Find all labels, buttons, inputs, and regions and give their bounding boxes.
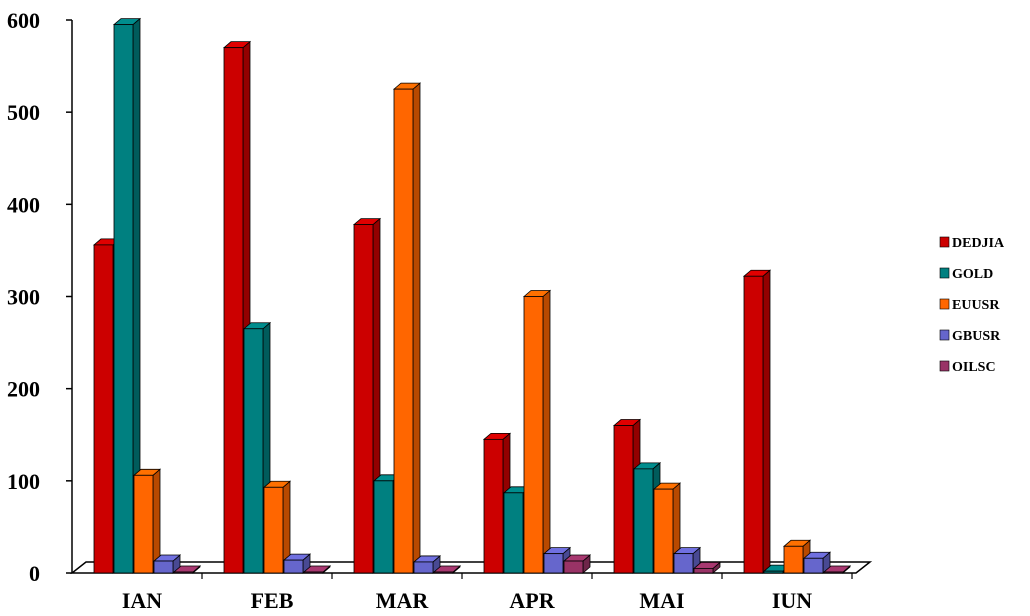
bar-euusr-apr <box>522 289 552 574</box>
bar-front-face <box>133 474 154 574</box>
x-tick-label: IAN <box>122 588 162 613</box>
bar-gold-ian <box>112 17 142 574</box>
bar-front-face <box>263 486 284 574</box>
bar-front-face <box>153 560 174 574</box>
bar-front-face <box>563 560 584 574</box>
bar-oilsc-mar <box>432 565 462 574</box>
bar-front-face <box>613 425 634 574</box>
bar-front-face <box>483 438 504 574</box>
legend-item-dedjia: DEDJIA <box>939 236 1005 251</box>
legend-label: DEDJIA <box>952 236 1005 251</box>
bar-front-face <box>783 545 804 574</box>
legend-swatch <box>939 298 950 310</box>
y-tick-label: 500 <box>7 100 40 125</box>
bar-gbusr-mar <box>412 555 442 574</box>
bar-front-face <box>243 328 264 574</box>
bar-front-face <box>223 47 244 574</box>
y-tick-label: 300 <box>7 285 40 310</box>
y-tick-label: 100 <box>7 469 40 494</box>
bar-front-face <box>433 571 454 574</box>
bar-front-face <box>113 24 134 574</box>
bar-front-face <box>693 567 714 574</box>
bar-front-face <box>173 571 194 574</box>
legend-label: GOLD <box>952 267 993 282</box>
legend-item-gold: GOLD <box>939 267 993 282</box>
legend-swatch <box>939 329 950 341</box>
bar-gbusr-ian <box>152 554 182 574</box>
bar-front-face <box>823 571 844 574</box>
bars-group <box>92 17 853 579</box>
bar-front-face <box>633 468 654 574</box>
bar-side-face <box>542 289 551 574</box>
legend-item-euusr: EUUSR <box>939 298 1000 313</box>
legend-item-oilsc: OILSC <box>939 360 996 375</box>
bar-front-face <box>543 553 564 574</box>
legend-swatch <box>939 360 950 372</box>
bar-front-face <box>393 88 414 574</box>
y-tick-label: 400 <box>7 192 40 217</box>
x-tick-label: MAR <box>376 588 430 613</box>
bar-front-face <box>743 275 764 574</box>
bar-front-face <box>413 561 434 574</box>
bar-front-face <box>673 553 694 574</box>
bar-euusr-ian <box>132 468 162 574</box>
y-axis-ticks: 0 100 200 300 400 500 600 <box>7 8 72 586</box>
bar-oilsc-mai <box>692 561 722 574</box>
x-tick-label: FEB <box>251 588 294 613</box>
legend-swatch <box>939 267 950 279</box>
bar-front-face <box>373 480 394 574</box>
bar-front-face <box>93 244 114 574</box>
bar-euusr-feb <box>262 480 292 574</box>
bar-front-face <box>303 571 324 574</box>
legend-item-gbusr: GBUSR <box>939 329 1001 344</box>
bar-euusr-mar <box>392 82 422 574</box>
bar-oilsc-iun <box>822 565 852 574</box>
y-tick-label: 200 <box>7 377 40 402</box>
bar-front-face <box>353 224 374 574</box>
bar-oilsc-apr <box>562 554 592 574</box>
bar-side-face <box>412 82 421 574</box>
y-tick-label: 0 <box>29 561 40 586</box>
x-tick-label: IUN <box>772 588 812 613</box>
legend: DEDJIA GOLD EUUSR GBUSR OILSC <box>939 236 1005 375</box>
bar-front-face <box>653 488 674 574</box>
bar-oilsc-feb <box>302 565 332 574</box>
bar-front-face <box>803 557 824 574</box>
bar-euusr-mai <box>652 482 682 574</box>
bar-front-face <box>523 296 544 574</box>
legend-label: EUUSR <box>952 298 1000 313</box>
legend-swatch <box>939 236 950 248</box>
x-tick-label: MAI <box>639 588 684 613</box>
bar-front-face <box>503 492 524 574</box>
y-tick-label: 600 <box>7 8 40 33</box>
x-tick-label: APR <box>509 588 555 613</box>
bar-dedjia-iun <box>742 269 772 574</box>
legend-label: OILSC <box>952 360 996 375</box>
bar-front-face <box>763 570 784 574</box>
legend-label: GBUSR <box>952 329 1001 344</box>
bar-oilsc-ian <box>172 565 202 574</box>
bar-front-face <box>283 559 304 574</box>
x-axis-labels: IAN FEB MAR APR MAI IUN <box>122 588 812 613</box>
bar-side-face <box>762 269 771 574</box>
bar-gbusr-feb <box>282 553 312 574</box>
